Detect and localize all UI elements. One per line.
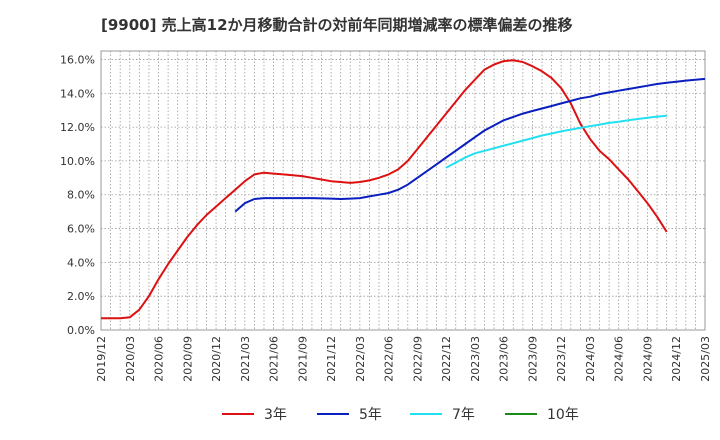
x-tick-label: 2022/12 bbox=[440, 336, 453, 382]
x-tick-label: 2020/03 bbox=[124, 336, 137, 382]
x-tick-label: 2021/06 bbox=[268, 336, 281, 382]
x-tick-label: 2025/03 bbox=[699, 336, 712, 382]
y-tick-label: 6.0% bbox=[67, 223, 95, 236]
legend-label-5年: 5年 bbox=[359, 407, 382, 423]
x-tick-label: 2023/06 bbox=[498, 336, 511, 382]
series-line-3年 bbox=[101, 59, 668, 320]
y-tick-label: 16.0% bbox=[60, 53, 95, 66]
y-tick-labels: 0.0% 2.0% 4.0% 6.0% 8.0% 10.0% 12.0% 14.0% 16.0% bbox=[60, 53, 95, 337]
y-tick-label: 0.0% bbox=[67, 324, 95, 337]
y-tick-label: 12.0% bbox=[60, 121, 95, 134]
x-tick-label: 2021/03 bbox=[239, 336, 252, 382]
y-tick-label: 10.0% bbox=[60, 155, 95, 168]
x-tick-label: 2021/12 bbox=[325, 336, 338, 382]
x-tick-label: 2022/06 bbox=[383, 336, 396, 382]
legend-label-7年: 7年 bbox=[452, 407, 475, 423]
x-tick-label: 2022/09 bbox=[411, 336, 424, 382]
series-lines bbox=[101, 59, 706, 320]
series-line-5年 bbox=[234, 77, 706, 213]
y-tick-label: 14.0% bbox=[60, 87, 95, 100]
series-line-7年 bbox=[445, 114, 667, 169]
y-tick-label: 2.0% bbox=[67, 290, 95, 303]
plot-area bbox=[100, 50, 706, 331]
legend-label-10年: 10年 bbox=[547, 407, 579, 423]
x-tick-label: 2024/06 bbox=[613, 336, 626, 382]
x-tick-label: 2023/09 bbox=[526, 336, 539, 382]
y-tick-label: 8.0% bbox=[67, 189, 95, 202]
x-tick-label: 2024/12 bbox=[670, 336, 683, 382]
x-tick-label: 2023/03 bbox=[469, 336, 482, 382]
legend: 3年 5年 7年 10年 bbox=[222, 407, 579, 423]
x-tick-label: 2019/12 bbox=[95, 336, 108, 382]
x-tick-label: 2024/03 bbox=[584, 336, 597, 382]
chart-title: [9900] 売上高12か月移動合計の対前年同期増減率の標準偏差の推移 bbox=[101, 16, 573, 34]
legend-label-3年: 3年 bbox=[264, 407, 287, 423]
x-tick-label: 2023/12 bbox=[555, 336, 568, 382]
x-tick-label: 2020/09 bbox=[181, 336, 194, 382]
x-tick-label: 2020/12 bbox=[210, 336, 223, 382]
grid bbox=[101, 51, 705, 330]
x-tick-label: 2021/09 bbox=[296, 336, 309, 382]
x-tick-label: 2020/06 bbox=[153, 336, 166, 382]
x-tick-label: 2024/09 bbox=[641, 336, 654, 382]
y-tick-label: 4.0% bbox=[67, 256, 95, 269]
x-tick-label: 2022/03 bbox=[354, 336, 367, 382]
x-tick-labels: 2019/12 2020/03 2020/06 2020/09 2020/12 2021/… bbox=[95, 336, 712, 382]
